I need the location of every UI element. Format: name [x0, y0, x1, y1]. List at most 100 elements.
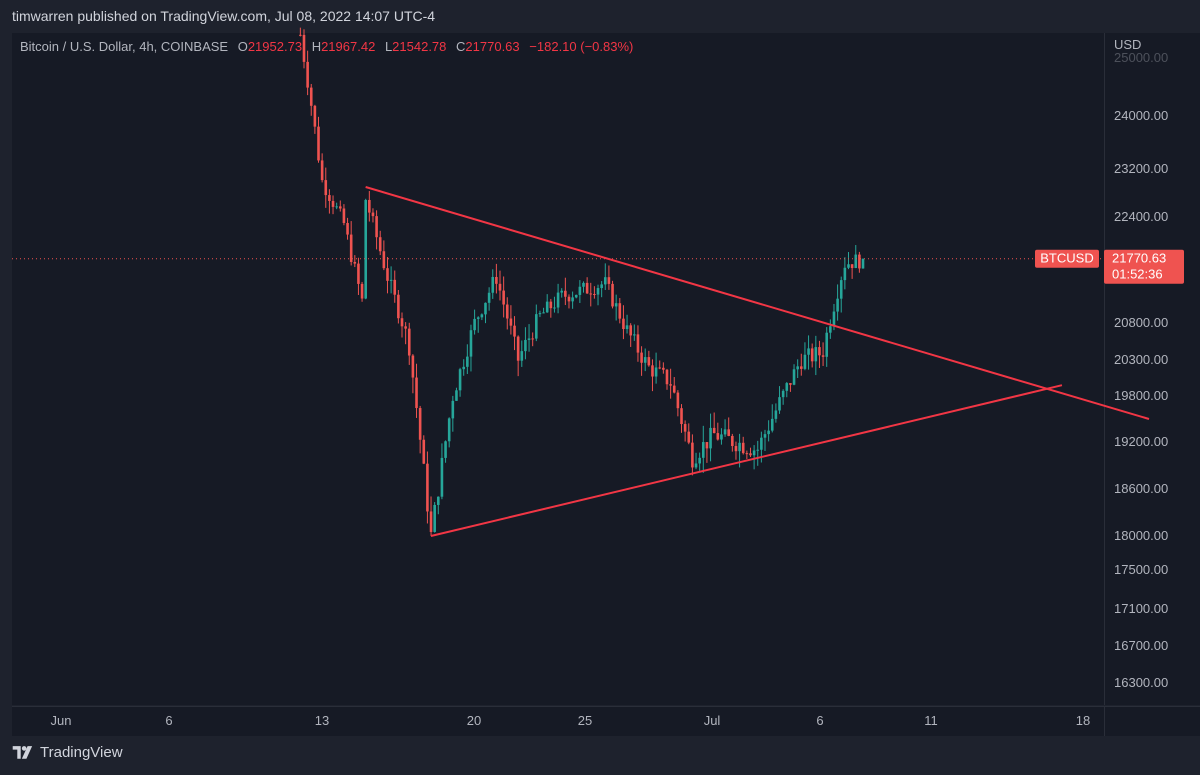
candle-body	[331, 200, 335, 207]
candle-body	[727, 429, 730, 436]
candle-body	[723, 429, 727, 435]
time-tick-label: 11	[924, 713, 938, 728]
candle-body	[578, 286, 582, 295]
symbol-tag	[1035, 249, 1099, 268]
candle-body	[698, 457, 701, 464]
price-tick-label: 19200.00	[1114, 434, 1168, 449]
candle-body	[324, 180, 328, 196]
candle-body	[741, 442, 745, 454]
price-tick-label: 20800.00	[1114, 315, 1168, 330]
candle-body	[839, 280, 843, 299]
candle-body	[709, 427, 712, 449]
price-tag	[1104, 249, 1184, 284]
candle-body	[375, 216, 378, 238]
candle-body	[462, 366, 466, 370]
price-tick-label: 19800.00	[1114, 388, 1168, 403]
candle-body	[422, 439, 426, 464]
candle-body	[629, 325, 632, 336]
candle-body	[535, 314, 538, 339]
candle-body	[328, 195, 331, 201]
currency-label[interactable]: USD	[1114, 37, 1142, 52]
candle-body	[487, 292, 491, 303]
candle-body	[836, 298, 839, 312]
candle-body	[785, 383, 789, 391]
candle-body	[505, 304, 509, 319]
candle-body	[473, 318, 476, 331]
candle-body	[469, 330, 473, 357]
publish-info: timwarren published on TradingView.com, …	[12, 8, 436, 24]
time-tick-label: Jun	[51, 713, 72, 728]
candle-body	[338, 206, 342, 209]
candle-body	[513, 325, 516, 337]
candle-body	[426, 463, 429, 512]
candle-body	[302, 34, 306, 62]
candle-body	[571, 297, 574, 302]
candle-body	[404, 326, 407, 329]
candle-body	[498, 283, 502, 291]
candle-body	[360, 283, 364, 299]
price-tick-label: 17500.00	[1114, 562, 1168, 577]
price-tick-label: 17100.00	[1114, 601, 1168, 616]
candle-body	[502, 290, 505, 305]
candle-body	[437, 496, 440, 505]
candle-body	[382, 251, 386, 269]
candle-body	[625, 325, 629, 330]
price-tick-label: 16300.00	[1114, 675, 1168, 690]
candle-body	[760, 437, 763, 450]
candle-body	[411, 355, 415, 378]
candle-body	[306, 61, 309, 88]
candle-body	[400, 318, 404, 327]
candle-body	[313, 105, 317, 127]
candle-body	[843, 267, 847, 281]
candle-body	[643, 357, 647, 363]
candle-body	[636, 334, 640, 353]
chart-pane[interactable]	[12, 33, 1104, 705]
candle-body	[368, 199, 371, 213]
candle-body	[349, 234, 353, 262]
candle-body	[796, 366, 799, 370]
candle-body	[767, 430, 770, 435]
candle-body	[466, 356, 469, 367]
candle-body	[731, 435, 734, 447]
candle-body	[810, 348, 814, 362]
price-tag-value: 21770.63	[1112, 251, 1166, 266]
candle-body	[832, 311, 836, 327]
candle-body	[658, 367, 662, 369]
price-tag-countdown: 01:52:36	[1112, 267, 1163, 282]
candle-body	[705, 442, 709, 449]
candle-body	[651, 365, 654, 377]
candle-body	[484, 302, 487, 315]
candle-body	[418, 408, 422, 440]
candle-body	[861, 258, 865, 269]
price-axis[interactable]	[1104, 33, 1200, 705]
candle-body	[553, 307, 556, 309]
price-tick-label: 16700.00	[1114, 638, 1168, 653]
time-axis[interactable]	[12, 706, 1104, 736]
high-key: H	[311, 39, 322, 54]
candle-body	[607, 277, 611, 284]
candle-body	[774, 410, 778, 419]
candle-body	[556, 292, 560, 308]
candle-body	[749, 453, 752, 456]
time-tick-label: 13	[315, 713, 329, 728]
candle-body	[560, 290, 564, 293]
candle-body	[825, 332, 829, 357]
candle-body	[850, 264, 854, 269]
candle-body	[701, 442, 705, 458]
candle-body	[593, 294, 596, 296]
candle-body	[720, 434, 723, 440]
candle-body	[589, 293, 593, 295]
candle-body	[429, 511, 433, 532]
candle-body	[342, 208, 346, 223]
header-bar: timwarren published on TradingView.com, …	[0, 0, 1200, 33]
candle-body	[320, 160, 324, 181]
candle-body	[622, 318, 625, 330]
candle-body	[596, 288, 600, 295]
candle-body	[676, 392, 680, 409]
candle-body	[672, 385, 676, 393]
candle-body	[371, 212, 375, 217]
candle-body	[611, 283, 614, 307]
candle-body	[564, 290, 567, 297]
candle-body	[447, 418, 451, 442]
